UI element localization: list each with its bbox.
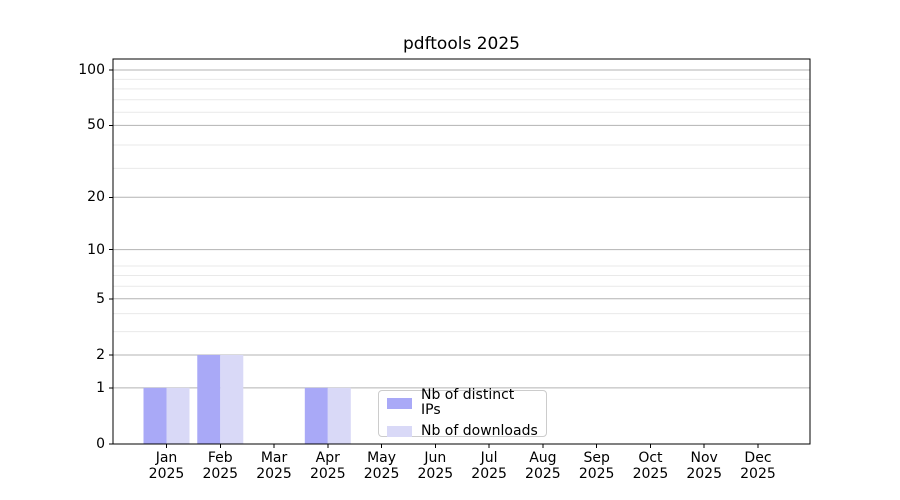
x-tick-label: Mar 2025 xyxy=(256,450,292,482)
x-tick-label: Jun 2025 xyxy=(417,450,454,482)
y-tick-label: 20 xyxy=(87,189,105,206)
bar-distinct-ips xyxy=(304,387,328,444)
y-tick-label: 0 xyxy=(96,436,105,452)
y-tick-label: 5 xyxy=(96,290,105,307)
bar-downloads xyxy=(166,387,190,444)
chart-title: pdftools 2025 xyxy=(403,34,520,54)
x-tick-label: Jan 2025 xyxy=(148,450,185,482)
y-tick-label: 10 xyxy=(87,241,105,258)
plot-border xyxy=(112,58,811,445)
legend-item-downloads: Nb of downloads xyxy=(387,424,538,439)
legend-swatch-distinct-ips xyxy=(387,397,412,409)
bar-distinct-ips xyxy=(143,387,167,444)
x-tick-label: Sep 2025 xyxy=(578,450,615,482)
legend-label-distinct-ips: Nb of distinct IPs xyxy=(421,387,515,418)
y-tick-label: 1 xyxy=(96,379,105,396)
y-tick-label: 50 xyxy=(87,117,105,134)
x-tick-label: Apr 2025 xyxy=(309,450,346,482)
bar-downloads xyxy=(327,387,351,444)
x-tick-label: Aug 2025 xyxy=(525,450,561,482)
legend: Nb of distinct IPs Nb of downloads xyxy=(378,388,547,439)
x-tick-label: Nov 2025 xyxy=(686,450,722,482)
legend-label-downloads: Nb of downloads xyxy=(421,423,538,439)
x-tick-label: Jul 2025 xyxy=(471,450,507,482)
x-tick-label: Feb 2025 xyxy=(202,450,239,482)
legend-swatch-downloads xyxy=(387,426,412,437)
legend-item-distinct-ips: Nb of distinct IPs xyxy=(387,388,538,418)
x-tick-label: Dec 2025 xyxy=(740,450,776,482)
x-tick-label: Oct 2025 xyxy=(632,450,669,482)
y-tick-label: 2 xyxy=(96,346,105,363)
x-tick-label: May 2025 xyxy=(363,450,400,482)
bar-downloads xyxy=(220,354,244,444)
y-tick-label: 100 xyxy=(78,61,105,78)
bar-distinct-ips xyxy=(197,354,221,444)
